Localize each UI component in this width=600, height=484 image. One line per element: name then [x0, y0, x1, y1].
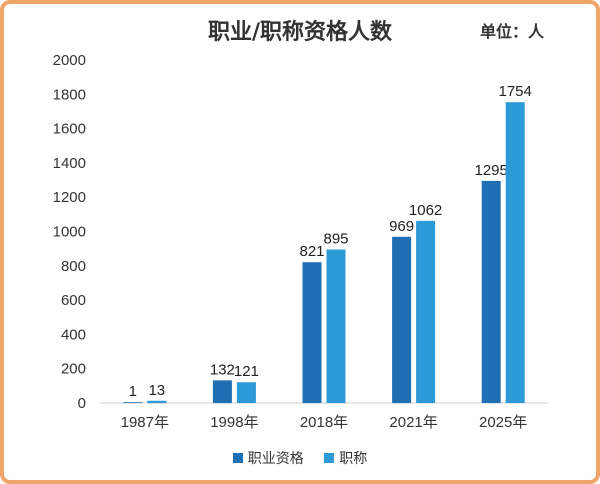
data-label-2-5: 1754 — [499, 83, 532, 100]
x-tick-label: 2025年 — [479, 414, 527, 431]
y-tick-label: 400 — [61, 326, 86, 343]
bar-1-2 — [212, 380, 232, 403]
bar-2-3 — [326, 249, 346, 403]
bar-2-5 — [505, 102, 525, 404]
data-label-2-4: 1062 — [409, 202, 442, 219]
bar-2-4 — [416, 220, 436, 403]
x-tick-label: 1987年 — [121, 414, 169, 431]
data-label-2-2: 121 — [234, 363, 259, 380]
y-tick-label: 200 — [61, 361, 86, 378]
data-label-1-5: 1295 — [475, 162, 508, 179]
y-tick-label: 1200 — [53, 189, 86, 206]
bar-1-1 — [123, 402, 143, 403]
y-tick-label: 800 — [61, 258, 86, 275]
legend: 职业资格 职称 — [0, 448, 600, 468]
data-label-2-1: 13 — [148, 382, 165, 399]
y-tick-label: 600 — [61, 292, 86, 309]
x-tick-label: 2018年 — [300, 414, 348, 431]
data-label-2-3: 895 — [323, 231, 348, 248]
legend-item-series-2: 职称 — [324, 448, 367, 468]
bar-2-1 — [147, 400, 167, 403]
y-tick-label: 1400 — [53, 155, 86, 172]
data-label-1-1: 1 — [129, 383, 137, 400]
x-tick-label: 1998年 — [210, 414, 258, 431]
legend-label-series-2: 职称 — [339, 451, 368, 467]
chart-title: 职业/职称资格人数 — [207, 20, 393, 45]
y-tick-label: 1000 — [53, 224, 86, 241]
legend-swatch-series-1 — [232, 453, 243, 463]
data-label-1-2: 132 — [210, 361, 235, 378]
x-tick-label: 2021年 — [389, 414, 437, 431]
legend-swatch-series-2 — [324, 453, 335, 463]
y-tick-label: 2000 — [53, 52, 86, 69]
data-label-1-3: 821 — [299, 243, 324, 260]
y-tick-label: 1600 — [53, 121, 86, 138]
y-tick-label: 0 — [78, 395, 86, 412]
y-tick-label: 1800 — [53, 86, 86, 103]
bar-2-2 — [236, 382, 256, 403]
bar-1-5 — [481, 180, 501, 403]
data-label-1-4: 969 — [389, 218, 414, 235]
unit-label: 单位：人 — [480, 22, 545, 41]
legend-item-series-1: 职业资格 — [232, 448, 304, 468]
bar-1-4 — [392, 236, 412, 403]
legend-label-series-1: 职业资格 — [247, 451, 304, 467]
bar-1-3 — [302, 262, 322, 403]
